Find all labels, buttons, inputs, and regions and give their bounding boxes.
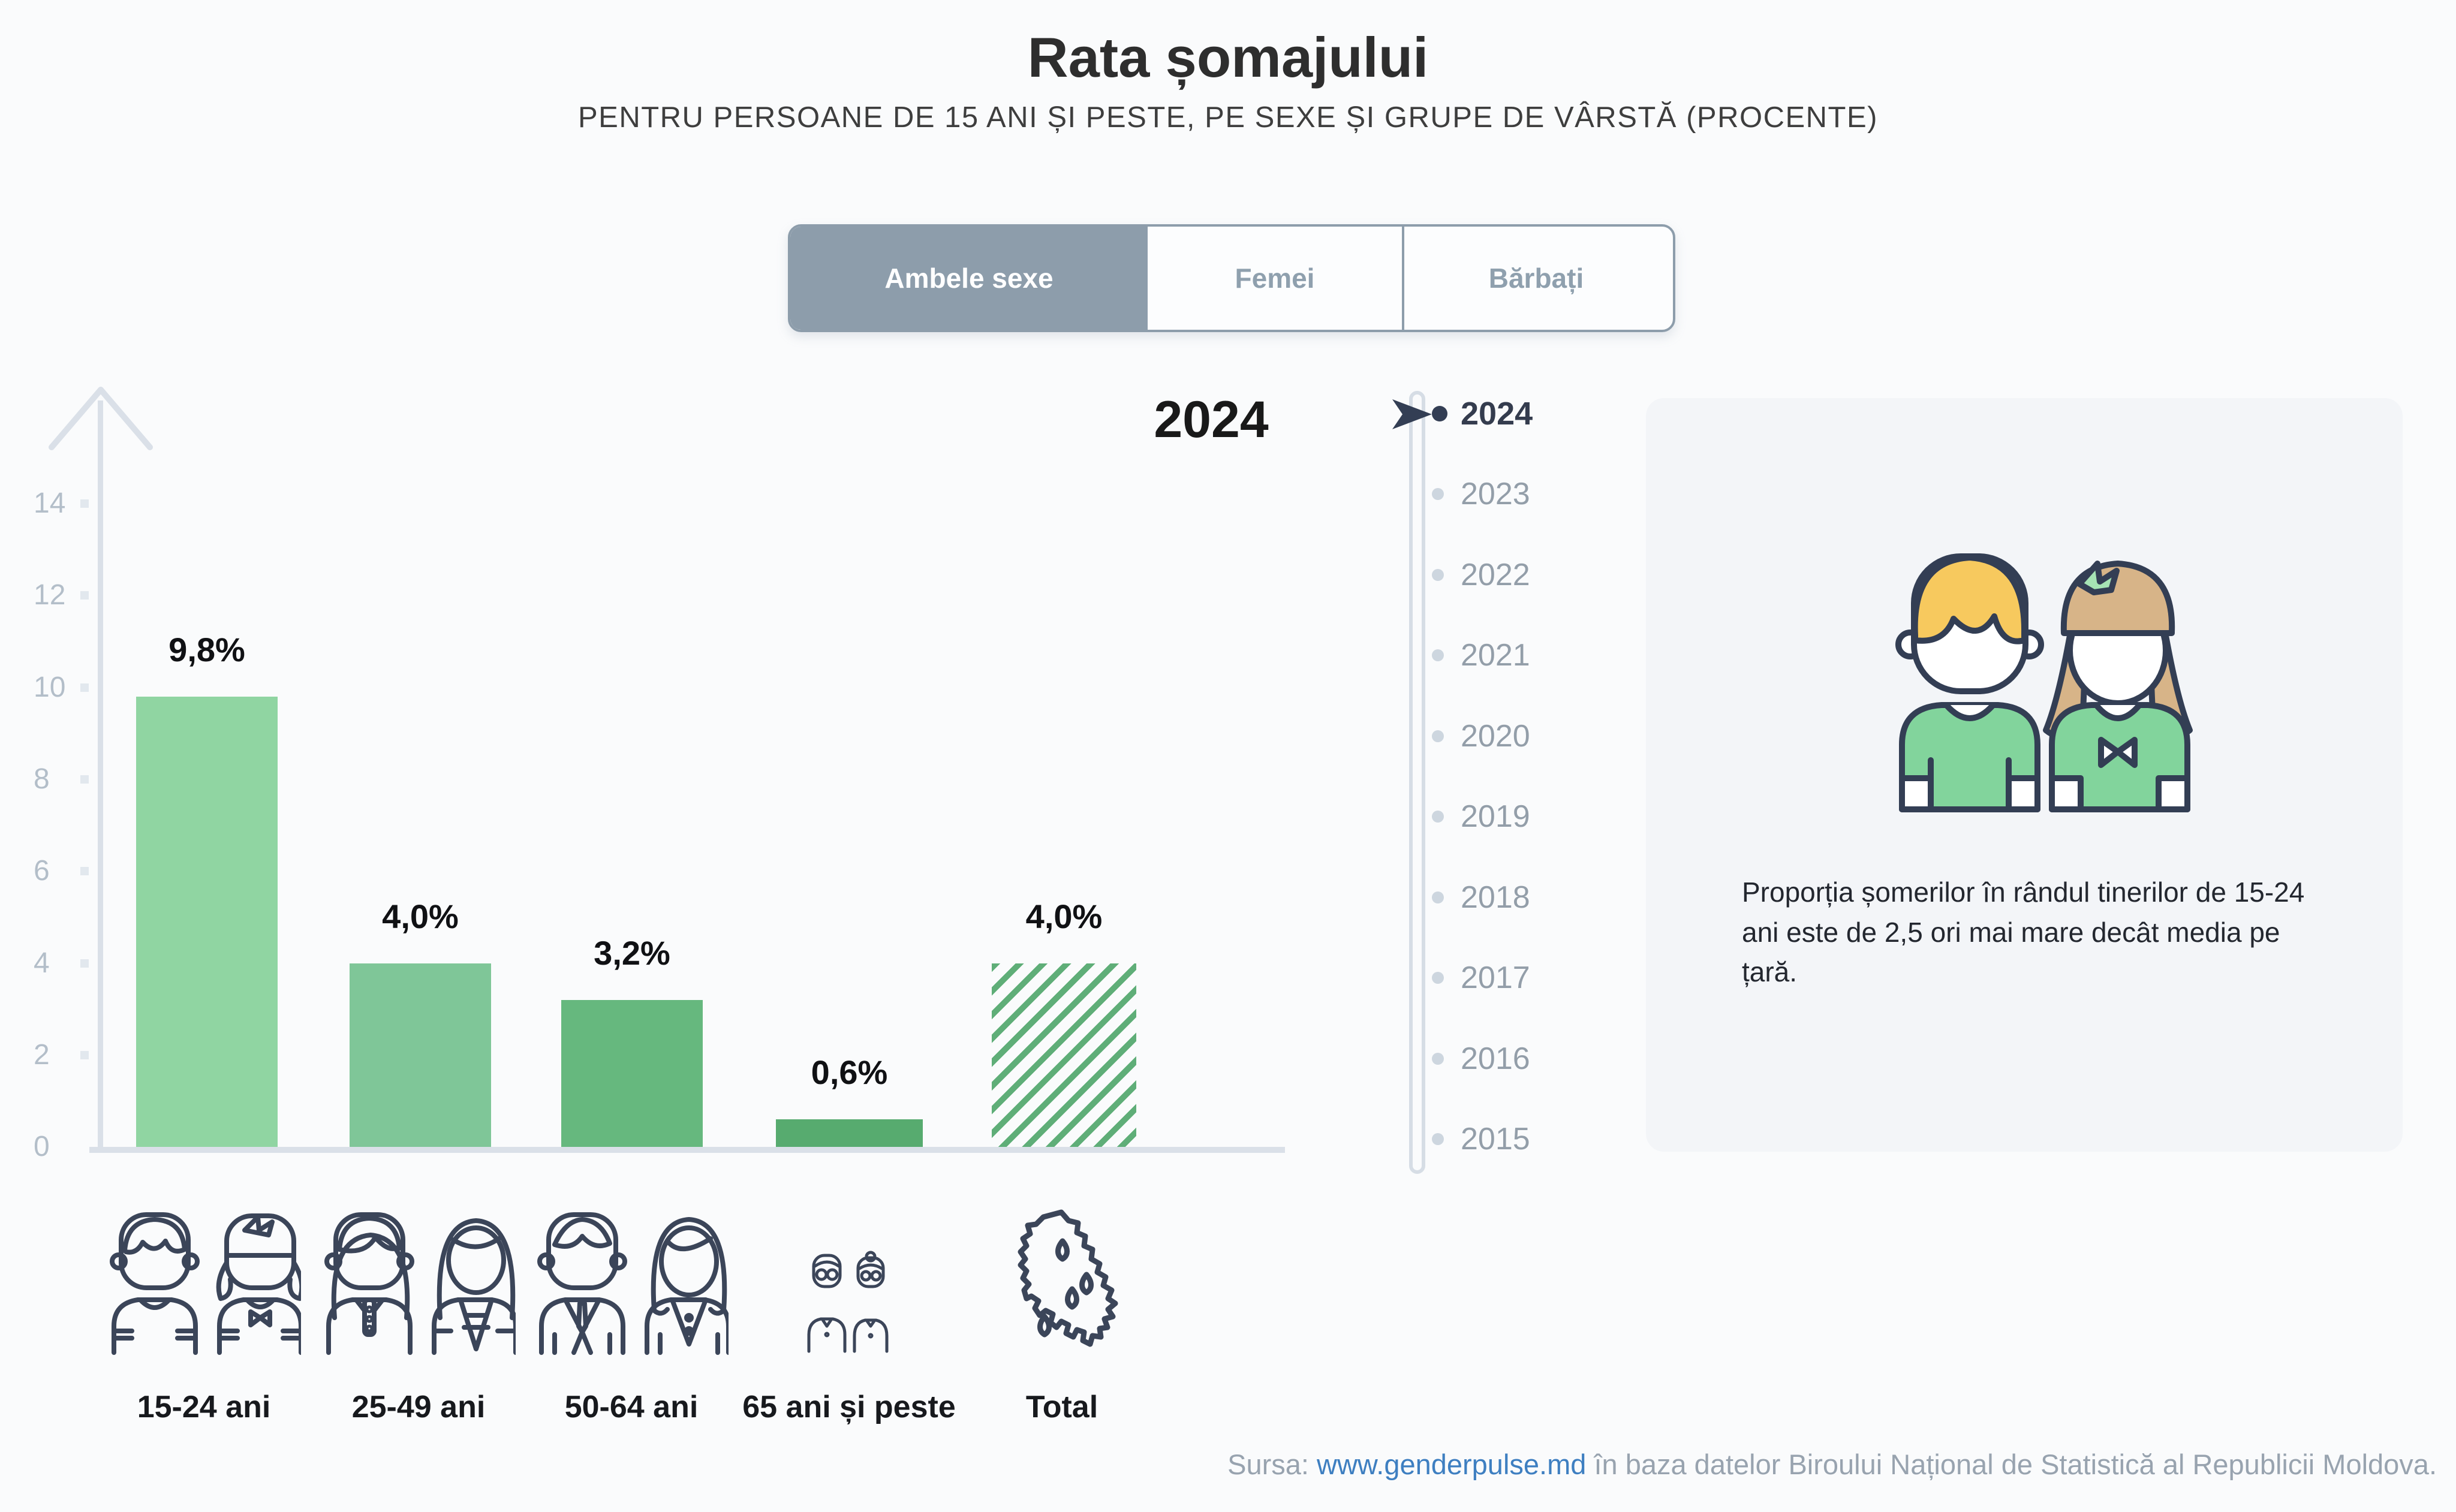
page-title: Rata șomajului bbox=[1027, 26, 1429, 89]
bar-value-label: 9,8% bbox=[168, 631, 245, 668]
y-tick-mark bbox=[80, 591, 89, 600]
sex-tab-group: Ambele sexe Femei Bărbați bbox=[788, 224, 1675, 332]
y-tick-mark bbox=[80, 683, 89, 692]
bar-value-label: 0,6% bbox=[811, 1053, 888, 1091]
page-subtitle: PENTRU PERSOANE DE 15 ANI ȘI PESTE, PE S… bbox=[577, 101, 1878, 134]
bar-65-ani-si-peste[interactable] bbox=[776, 1119, 923, 1147]
bar-15-24-ani[interactable] bbox=[136, 697, 278, 1147]
y-tick-label: 10 bbox=[34, 671, 66, 703]
timeline-dot bbox=[1432, 891, 1444, 903]
source-prefix: Sursa: bbox=[1227, 1448, 1317, 1480]
selected-year-display: 2024 bbox=[1154, 391, 1269, 448]
timeline-year-2017[interactable]: 2017 bbox=[1432, 960, 1530, 996]
y-tick-mark bbox=[80, 959, 89, 968]
info-text: Proporția șomerilor în rândul tinerilor … bbox=[1742, 877, 2305, 988]
y-tick-label: 8 bbox=[34, 763, 50, 795]
y-tick-label: 4 bbox=[34, 947, 50, 979]
timeline-track bbox=[1409, 391, 1425, 1174]
timeline-year-2018[interactable]: 2018 bbox=[1432, 880, 1530, 915]
timeline-dot bbox=[1432, 972, 1444, 984]
tab-femei[interactable]: Femei bbox=[1235, 263, 1315, 294]
y-axis-arrowhead-icon bbox=[49, 387, 153, 450]
youth-boy-and-girl-icon bbox=[1895, 553, 2193, 812]
bar-value-label: 3,2% bbox=[594, 934, 670, 972]
category-label-25-49: 25-49 ani bbox=[351, 1390, 486, 1424]
timeline-dot bbox=[1432, 730, 1444, 742]
timeline-dot bbox=[1432, 649, 1444, 661]
category-label-15-24: 15-24 ani bbox=[137, 1390, 271, 1424]
x-axis-line bbox=[89, 1147, 1285, 1153]
y-tick-mark bbox=[80, 775, 89, 784]
timeline-year-2021[interactable]: 2021 bbox=[1432, 637, 1530, 673]
y-tick-label: 12 bbox=[34, 579, 66, 611]
age-25-49-man-woman-icon bbox=[324, 1212, 516, 1355]
timeline-cursor-icon[interactable] bbox=[1392, 398, 1432, 430]
bar-total-hatched[interactable] bbox=[992, 963, 1136, 1147]
bar-value-label: 4,0% bbox=[382, 897, 459, 935]
age-50-64-man-woman-icon bbox=[537, 1212, 729, 1355]
timeline-dot bbox=[1432, 488, 1444, 500]
source-link[interactable]: www.genderpulse.md bbox=[1317, 1448, 1587, 1480]
timeline-dot bbox=[1432, 569, 1444, 581]
age-15-24-boy-girl-icon bbox=[110, 1212, 301, 1355]
bar-25-49-ani[interactable] bbox=[350, 963, 491, 1147]
y-tick-mark bbox=[80, 867, 89, 875]
y-tick-label: 0 bbox=[34, 1131, 50, 1162]
timeline-dot bbox=[1432, 1133, 1444, 1145]
y-tick-mark bbox=[80, 1051, 89, 1059]
category-label-50-64: 50-64 ani bbox=[564, 1390, 699, 1424]
bar-value-label: 4,0% bbox=[1025, 897, 1103, 935]
timeline-year-2019[interactable]: 2019 bbox=[1432, 799, 1530, 835]
timeline-year-2020[interactable]: 2020 bbox=[1432, 718, 1530, 754]
category-label-total: Total bbox=[1025, 1390, 1098, 1424]
source-line: Sursa: www.genderpulse.md în baza datelo… bbox=[1227, 1444, 2437, 1486]
source-suffix: în baza datelor Biroului Național de Sta… bbox=[1586, 1448, 2437, 1480]
timeline-year-2016[interactable]: 2016 bbox=[1432, 1041, 1530, 1077]
y-tick-mark bbox=[80, 499, 89, 508]
tab-ambele-sexe[interactable]: Ambele sexe bbox=[790, 227, 1148, 330]
age-65-plus-elderly-couple-icon bbox=[807, 1251, 889, 1353]
timeline-dot bbox=[1432, 406, 1447, 421]
y-axis-line bbox=[98, 400, 103, 1147]
category-label-65-plus: 65 ani și peste bbox=[742, 1390, 956, 1424]
timeline-year-2023[interactable]: 2023 bbox=[1432, 476, 1530, 512]
y-tick-label: 6 bbox=[34, 855, 50, 887]
timeline-dot bbox=[1432, 811, 1444, 823]
y-tick-label: 14 bbox=[34, 487, 66, 519]
info-panel: Proporția șomerilor în rândul tinerilor … bbox=[1646, 398, 2403, 1152]
timeline-year-2022[interactable]: 2022 bbox=[1432, 557, 1530, 593]
bar-50-64-ani[interactable] bbox=[561, 1000, 703, 1147]
timeline-dot bbox=[1432, 1053, 1444, 1065]
tab-barbati[interactable]: Bărbați bbox=[1402, 227, 1668, 330]
timeline-year-2024[interactable]: 2024 bbox=[1432, 396, 1533, 432]
total-moldova-map-icon bbox=[1018, 1209, 1118, 1347]
timeline-year-2015[interactable]: 2015 bbox=[1432, 1121, 1530, 1157]
y-tick-label: 2 bbox=[34, 1039, 50, 1071]
